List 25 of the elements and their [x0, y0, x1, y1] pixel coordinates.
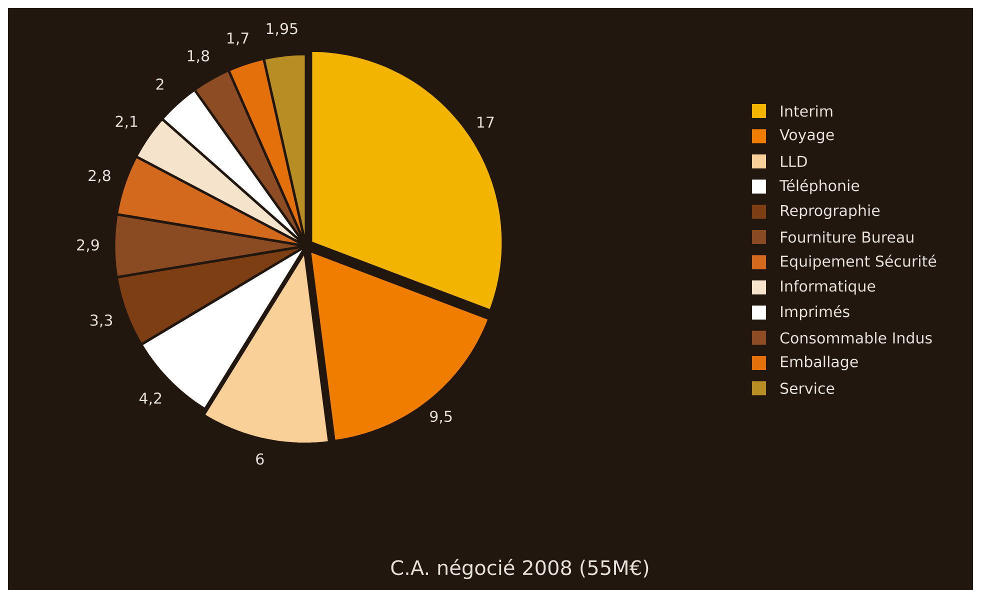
legend-label: LLD — [781, 156, 807, 167]
data-label: 4,2 — [139, 392, 162, 406]
data-label: 2,9 — [77, 239, 99, 252]
data-label: 2 — [156, 78, 164, 90]
data-label: 6 — [256, 453, 264, 465]
data-label: 2,1 — [116, 116, 138, 129]
data-label: 1,8 — [188, 50, 210, 63]
legend-label: Emballage — [781, 356, 858, 370]
legend-label: Voyage — [780, 129, 834, 144]
data-label: 3,3 — [90, 314, 112, 328]
data-label: 9,5 — [430, 410, 452, 424]
legend-label: Reprographie — [781, 204, 880, 220]
legend-label: Téléphonie — [780, 179, 860, 194]
legend-label: Service — [780, 382, 834, 394]
data-label: 1,7 — [227, 32, 248, 46]
legend-label: Informatique — [781, 280, 876, 295]
legend-label: Consommable Indus — [780, 332, 932, 344]
legend-label: Equipement Sécurité — [781, 254, 936, 270]
legend-label: Imprimés — [781, 305, 850, 320]
text: C.A. négocié 2008 (55M€) — [391, 558, 648, 580]
legend-label: Interim — [781, 105, 832, 117]
data-label: 2,8 — [88, 170, 110, 183]
data-label: 1,95 — [266, 22, 298, 36]
data-label: 17 — [478, 116, 494, 128]
legend-label: Fourniture Bureau — [781, 231, 914, 243]
